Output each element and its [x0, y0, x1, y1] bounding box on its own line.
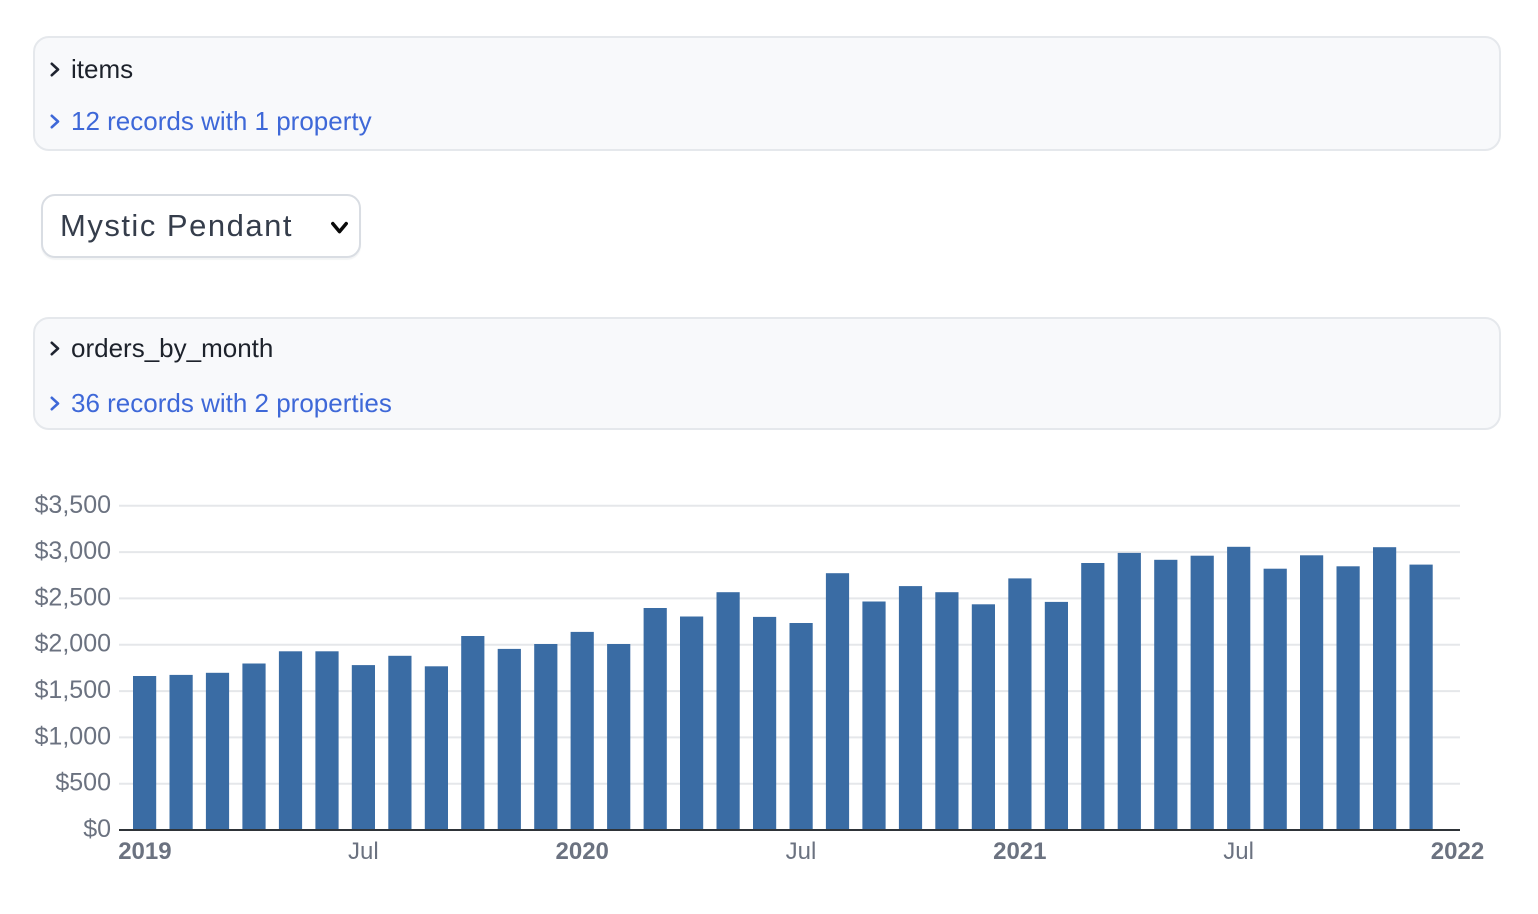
- svg-text:2020: 2020: [556, 838, 609, 865]
- svg-text:2019: 2019: [118, 838, 171, 865]
- svg-text:Jul: Jul: [1223, 838, 1254, 865]
- svg-text:$0: $0: [83, 815, 111, 843]
- svg-text:$2,500: $2,500: [35, 583, 111, 611]
- svg-text:$2,000: $2,000: [35, 630, 111, 658]
- svg-text:Jul: Jul: [348, 838, 379, 865]
- svg-text:$1,500: $1,500: [35, 676, 111, 704]
- svg-text:2022: 2022: [1431, 838, 1484, 865]
- svg-text:$3,000: $3,000: [35, 537, 111, 565]
- svg-text:Jul: Jul: [786, 838, 817, 865]
- svg-text:$500: $500: [55, 769, 111, 797]
- svg-text:$1,000: $1,000: [35, 722, 111, 750]
- svg-text:2021: 2021: [993, 838, 1046, 865]
- svg-text:$3,500: $3,500: [35, 491, 111, 519]
